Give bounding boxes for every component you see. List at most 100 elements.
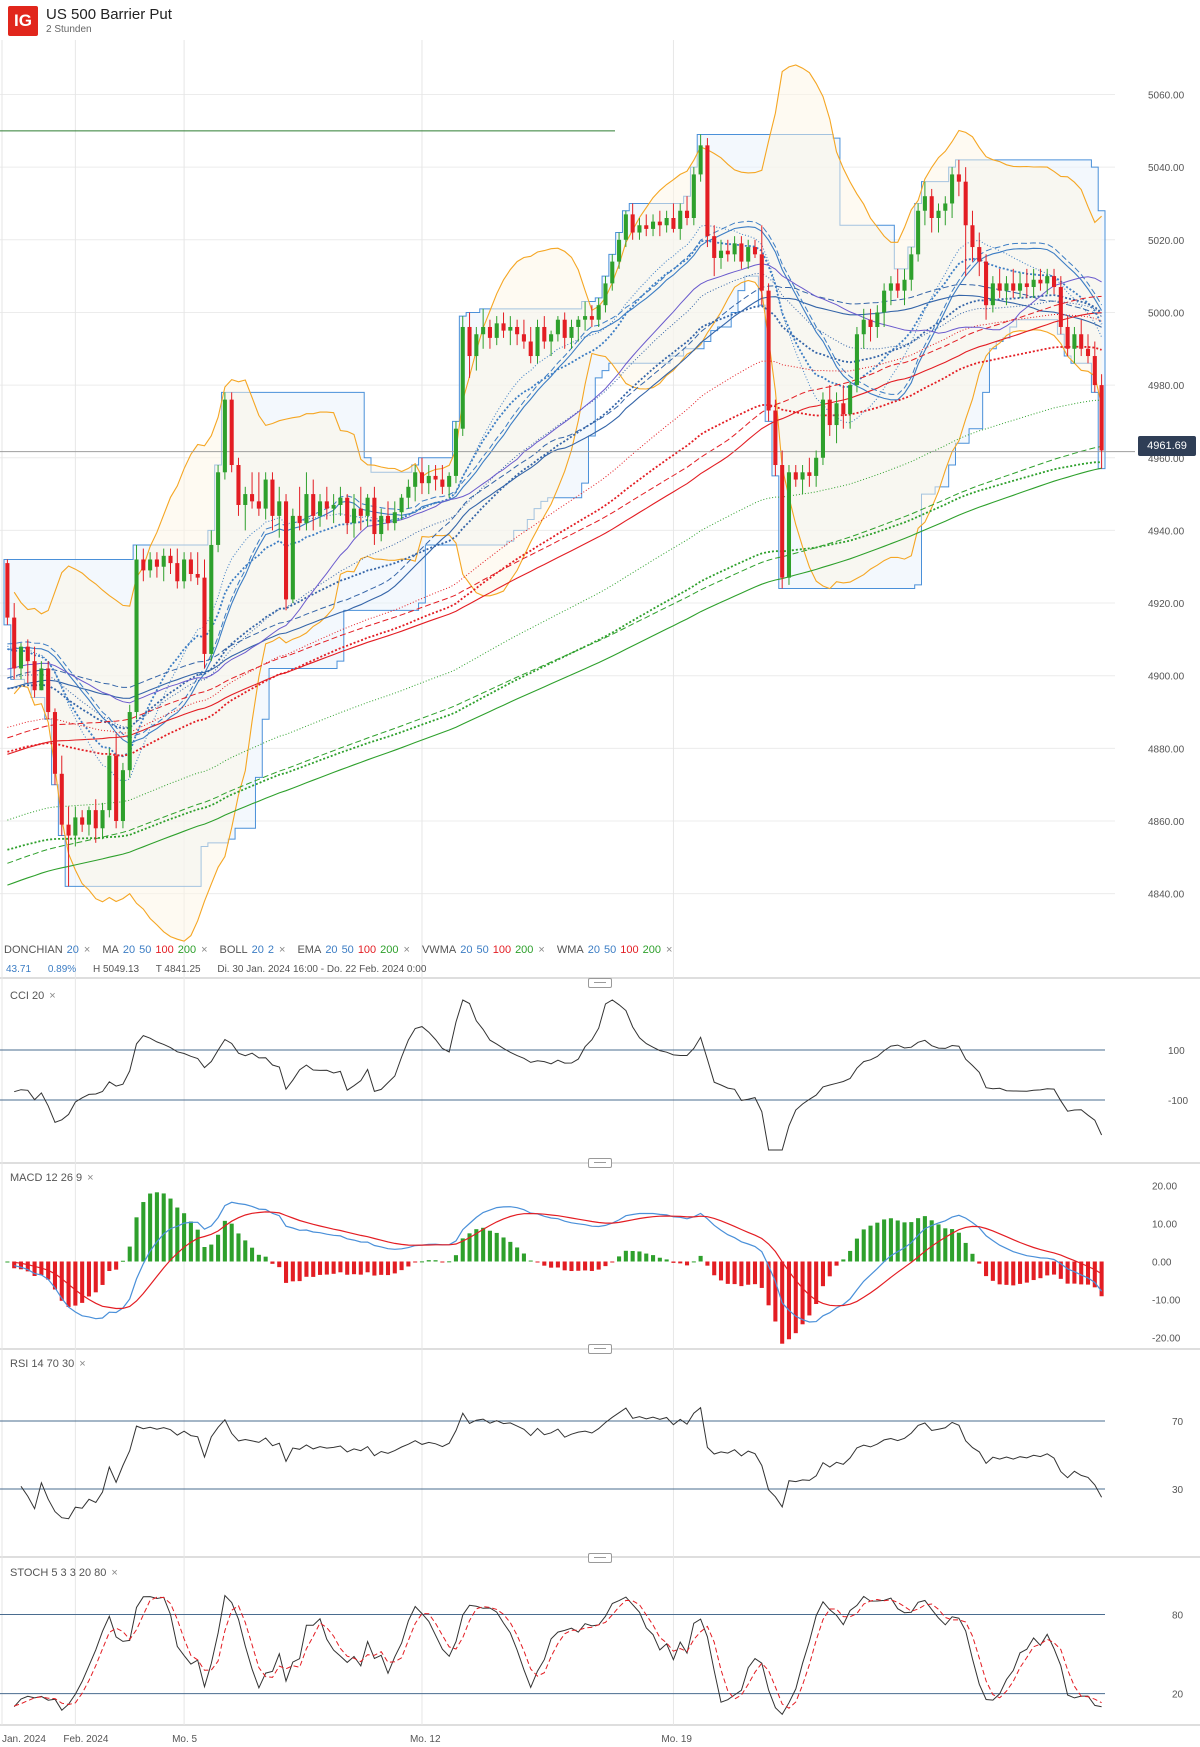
macd-histogram-bar (569, 1261, 574, 1272)
legend-name: DONCHIAN (4, 944, 63, 956)
timeframe-label: 2 Stunden (46, 24, 92, 35)
price-tick-label: 5060.00 (1148, 90, 1185, 101)
macd-histogram-bar (250, 1247, 255, 1262)
legend-close-icon[interactable]: × (538, 944, 545, 956)
macd-histogram-bar (243, 1240, 248, 1262)
macd-histogram-bar (664, 1259, 669, 1262)
rsi-line (20, 1406, 1103, 1520)
candle-down (773, 410, 778, 466)
macd-histogram-bar (841, 1259, 846, 1262)
candle-up (379, 515, 384, 535)
candle-down (759, 254, 764, 291)
macd-histogram-bar (786, 1261, 792, 1340)
rsi-label-text: RSI 14 70 30 (10, 1358, 75, 1370)
legend-param: 200 (380, 944, 399, 956)
price-tick-label: 4840.00 (1148, 890, 1185, 901)
macd-histogram-bar (460, 1238, 465, 1262)
legend-param: 200 (642, 944, 661, 956)
macd-histogram-bar (508, 1241, 513, 1262)
legend-ema[interactable]: EMA 20 50 100 200 × (297, 944, 410, 956)
legend-close-icon[interactable]: × (403, 944, 410, 956)
macd-histogram-bar (1018, 1261, 1023, 1284)
macd-histogram-bar (1011, 1261, 1016, 1286)
candle-up (854, 334, 859, 386)
legend-donchian[interactable]: DONCHIAN 20 × (4, 944, 90, 956)
macd-histogram-bar (712, 1261, 717, 1276)
candle-down (168, 555, 173, 564)
candle-up (990, 283, 995, 306)
time-axis-label: Feb. 2024 (63, 1734, 108, 1745)
macd-histogram-bar (922, 1216, 927, 1262)
pane-resize-handle-2[interactable] (588, 1158, 612, 1168)
candle-down (46, 668, 51, 713)
legend-param: 20 (587, 944, 600, 956)
pane-resize-handle-1[interactable] (588, 978, 612, 988)
candle-down (66, 824, 71, 836)
price-tick-label: 5040.00 (1148, 163, 1185, 174)
cci-close-icon[interactable]: × (49, 990, 56, 1002)
macd-histogram-bar (1004, 1261, 1009, 1285)
legend-boll[interactable]: BOLL 20 2 × (220, 944, 286, 956)
candle-down (324, 501, 329, 509)
legend-close-icon[interactable]: × (83, 944, 91, 956)
candle-down (780, 465, 785, 578)
macd-histogram-bar (888, 1218, 893, 1262)
stoch-k-line (13, 1594, 1102, 1716)
ig-logo: IG (8, 6, 38, 36)
cci-label[interactable]: CCI 20 × (10, 990, 56, 1002)
legend-close-icon[interactable]: × (279, 944, 286, 956)
macd-histogram-bar (216, 1234, 221, 1262)
legend-close-icon[interactable]: × (201, 944, 208, 956)
price-tick-label: 4980.00 (1148, 381, 1185, 392)
candle-up (800, 472, 805, 480)
candle-down (895, 283, 900, 291)
candle-down (250, 494, 255, 502)
stoch-close-icon[interactable]: × (111, 1567, 118, 1579)
candle-up (848, 385, 853, 415)
candle-up (1045, 276, 1050, 284)
candle-down (1079, 334, 1084, 349)
macd-label[interactable]: MACD 12 26 9 × (10, 1172, 94, 1184)
wma-20-line (7, 224, 1103, 783)
macd-histogram-bar (725, 1261, 730, 1284)
candle-up (426, 475, 431, 484)
candle-up (882, 290, 887, 313)
legend-wma[interactable]: WMA 20 50 100 200 × (557, 944, 673, 956)
pane-resize-handle-4[interactable] (588, 1553, 612, 1563)
candle-up (120, 770, 125, 822)
candle-down (501, 323, 506, 331)
candle-up (317, 501, 323, 516)
ema-20-line (7, 239, 1103, 758)
candle-up (861, 319, 866, 335)
rsi-close-icon[interactable]: × (79, 1358, 86, 1370)
rsi-label[interactable]: RSI 14 70 30 × (10, 1358, 86, 1370)
macd-histogram-bar (141, 1202, 146, 1262)
macd-histogram-bar (977, 1261, 982, 1264)
legend-close-icon[interactable]: × (665, 944, 673, 956)
candle-down (1024, 283, 1029, 288)
macd-histogram-bar (86, 1261, 91, 1297)
macd-histogram-bar (494, 1232, 499, 1262)
macd-histogram-bar (1045, 1261, 1050, 1276)
macd-histogram-bar (549, 1261, 554, 1268)
macd-label-text: MACD 12 26 9 (10, 1172, 83, 1184)
stoch-label[interactable]: STOCH 5 3 3 20 80 × (10, 1567, 118, 1579)
macd-histogram-bar (752, 1261, 758, 1285)
candle-down (175, 563, 180, 582)
macd-histogram-bar (120, 1260, 125, 1262)
candle-down (487, 326, 492, 338)
macd-histogram-bar (773, 1261, 778, 1322)
candle-up (351, 508, 357, 524)
macd-histogram-bar (739, 1261, 744, 1287)
candle-up (718, 250, 724, 258)
macd-close-icon[interactable]: × (87, 1172, 94, 1184)
legend-ma[interactable]: MA 20 50 100 200 × (102, 944, 207, 956)
macd-histogram-bar (263, 1256, 268, 1262)
candle-down (752, 247, 758, 255)
legend-vwma[interactable]: VWMA 20 50 100 200 × (422, 944, 545, 956)
legend-param: 50 (604, 944, 617, 956)
candle-down (93, 810, 98, 829)
candle-down (1011, 283, 1016, 291)
pane-resize-handle-3[interactable] (588, 1344, 612, 1354)
